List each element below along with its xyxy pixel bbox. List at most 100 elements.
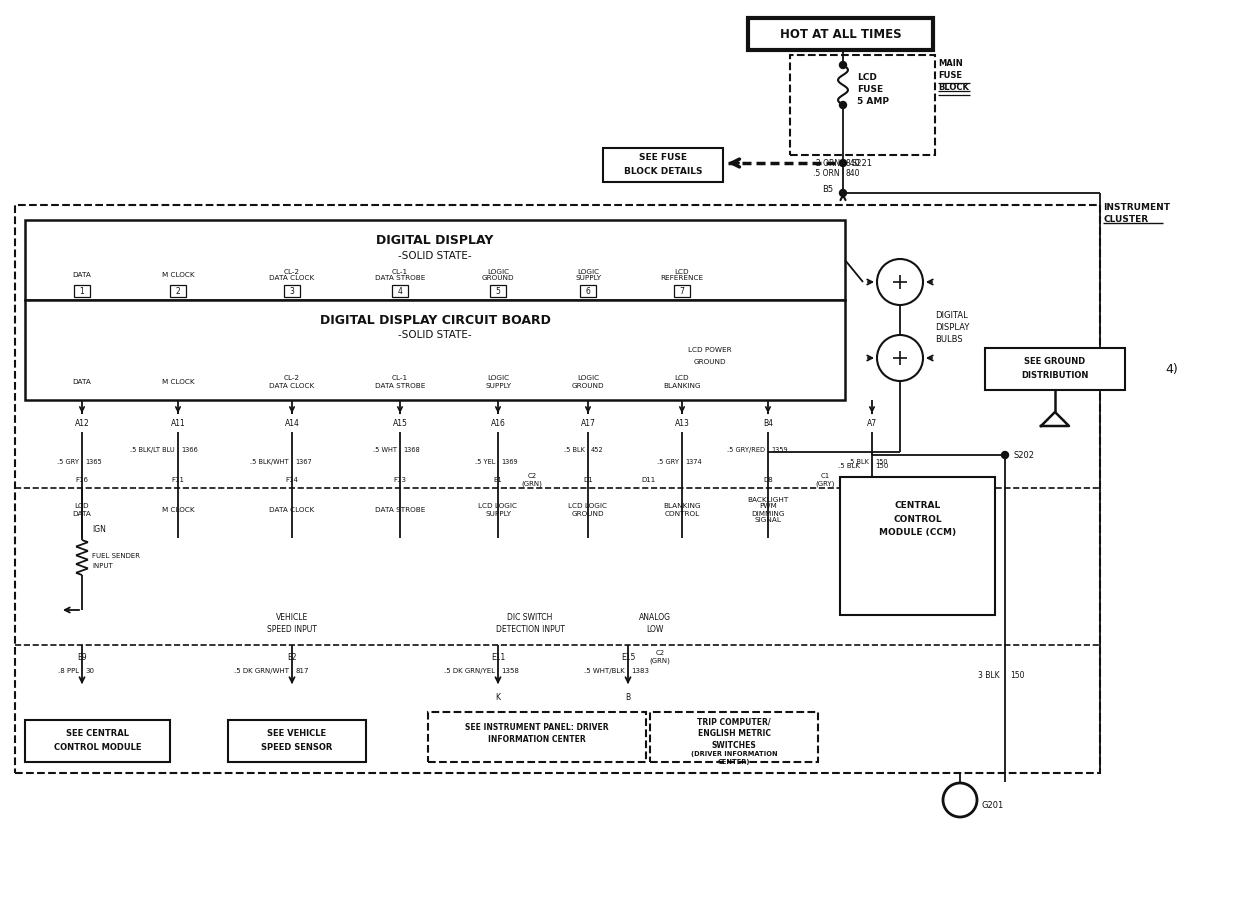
Text: 3: 3 (290, 286, 295, 295)
Text: 4: 4 (398, 286, 403, 295)
Circle shape (839, 102, 846, 109)
Text: G201: G201 (982, 800, 1004, 809)
Text: VEHICLE: VEHICLE (276, 614, 308, 623)
Text: D11: D11 (641, 477, 655, 483)
Circle shape (1002, 452, 1008, 458)
Text: F14: F14 (286, 477, 298, 483)
Text: 1: 1 (79, 286, 84, 295)
Text: LCD
REFERENCE: LCD REFERENCE (661, 268, 703, 282)
Text: 840: 840 (846, 158, 860, 167)
Text: LOW: LOW (646, 626, 663, 634)
Text: LCD LOGIC
GROUND: LCD LOGIC GROUND (568, 503, 607, 517)
Text: FUSE: FUSE (856, 85, 883, 94)
Bar (283, 285, 300, 297)
Text: A15: A15 (393, 419, 408, 428)
Text: 1374: 1374 (685, 459, 702, 465)
Text: F11: F11 (172, 477, 184, 483)
Text: 150: 150 (1009, 670, 1025, 680)
Text: TRIP COMPUTER/: TRIP COMPUTER/ (697, 717, 771, 726)
Text: SEE FUSE: SEE FUSE (640, 154, 687, 163)
Text: FUEL SENDER: FUEL SENDER (92, 553, 140, 559)
Text: F13: F13 (394, 477, 406, 483)
Bar (25, 220, 845, 300)
Bar (25, 720, 171, 762)
Text: SEE INSTRUMENT PANEL: DRIVER: SEE INSTRUMENT PANEL: DRIVER (465, 723, 608, 732)
Text: 5: 5 (495, 286, 500, 295)
Text: DATA STROBE: DATA STROBE (375, 507, 425, 513)
Text: 840: 840 (846, 168, 860, 177)
Text: A12: A12 (75, 419, 89, 428)
Text: A13: A13 (675, 419, 690, 428)
Text: M CLOCK: M CLOCK (162, 379, 194, 385)
Text: INSTRUMENT: INSTRUMENT (1104, 203, 1170, 212)
Text: 2: 2 (176, 286, 181, 295)
Text: 150: 150 (875, 459, 888, 465)
Text: .5 DK GRN/YEL: .5 DK GRN/YEL (444, 668, 495, 674)
Text: .5 GRY/RED: .5 GRY/RED (727, 447, 765, 453)
Text: SWITCHES: SWITCHES (711, 741, 756, 750)
Text: ANALOG: ANALOG (640, 614, 671, 623)
Text: BLOCK DETAILS: BLOCK DETAILS (623, 166, 702, 176)
Text: CL-1
DATA STROBE: CL-1 DATA STROBE (375, 268, 425, 282)
Bar (650, 712, 818, 762)
Text: 2 ORN: 2 ORN (816, 158, 840, 167)
Text: DISTRIBUTION: DISTRIBUTION (1021, 372, 1088, 381)
Bar (840, 477, 994, 615)
Text: IGN: IGN (92, 526, 105, 535)
Text: DIGITAL DISPLAY: DIGITAL DISPLAY (376, 233, 494, 247)
Text: B4: B4 (762, 419, 772, 428)
Text: LOGIC
SUPPLY: LOGIC SUPPLY (576, 268, 601, 282)
Text: LCD POWER: LCD POWER (688, 347, 732, 353)
Text: LCD
BLANKING: LCD BLANKING (663, 375, 701, 389)
Bar (984, 348, 1125, 390)
Text: -SOLID STATE-: -SOLID STATE- (399, 330, 472, 340)
Text: B: B (626, 692, 631, 701)
Text: .5 WHT: .5 WHT (372, 447, 398, 453)
Text: CONTROL MODULE: CONTROL MODULE (54, 743, 142, 752)
Text: C2
(GRN): C2 (GRN) (522, 473, 543, 487)
Text: CL-1
DATA STROBE: CL-1 DATA STROBE (375, 375, 425, 389)
Text: A11: A11 (171, 419, 186, 428)
Text: 1368: 1368 (403, 447, 420, 453)
Text: DIGITAL DISPLAY CIRCUIT BOARD: DIGITAL DISPLAY CIRCUIT BOARD (320, 313, 551, 327)
Text: .5 GRY: .5 GRY (657, 459, 678, 465)
Text: E9: E9 (78, 652, 87, 662)
Text: .5 BLK: .5 BLK (838, 463, 860, 469)
Text: .5 BLK: .5 BLK (848, 459, 869, 465)
Text: -SOLID STATE-: -SOLID STATE- (399, 251, 472, 261)
Text: .5 BLK: .5 BLK (564, 447, 586, 453)
Text: DETECTION INPUT: DETECTION INPUT (495, 626, 564, 634)
Text: HOT AT ALL TIMES: HOT AT ALL TIMES (780, 29, 902, 41)
Text: BLANKING
CONTROL: BLANKING CONTROL (663, 503, 701, 517)
Text: 4): 4) (1165, 363, 1178, 375)
Text: 5 AMP: 5 AMP (856, 96, 889, 105)
Text: 1367: 1367 (295, 459, 312, 465)
Text: E2: E2 (287, 652, 297, 662)
Text: D8: D8 (764, 477, 772, 483)
Text: 7: 7 (680, 286, 685, 295)
Text: INFORMATION CENTER: INFORMATION CENTER (488, 735, 586, 744)
Text: A14: A14 (285, 419, 300, 428)
Text: BULBS: BULBS (935, 335, 963, 344)
Text: 6: 6 (586, 286, 591, 295)
Text: .8 PPL: .8 PPL (58, 668, 79, 674)
Bar (581, 285, 596, 297)
Text: DATA: DATA (73, 379, 92, 385)
Text: A16: A16 (490, 419, 505, 428)
Bar (15, 205, 1100, 773)
Text: 1366: 1366 (181, 447, 198, 453)
Text: LOGIC
SUPPLY: LOGIC SUPPLY (485, 375, 510, 389)
Text: BLOCK: BLOCK (938, 83, 969, 92)
Circle shape (839, 61, 846, 68)
Text: DATA CLOCK: DATA CLOCK (270, 507, 315, 513)
Text: SEE VEHICLE: SEE VEHICLE (267, 730, 326, 739)
Text: 1358: 1358 (502, 668, 519, 674)
Text: DATA: DATA (73, 272, 92, 278)
Text: .5 YEL: .5 YEL (474, 459, 495, 465)
Text: C2
(GRN): C2 (GRN) (650, 650, 671, 664)
Text: E15: E15 (621, 652, 636, 662)
Text: CL-2
DATA CLOCK: CL-2 DATA CLOCK (270, 375, 315, 389)
Text: LCD LOGIC
SUPPLY: LCD LOGIC SUPPLY (479, 503, 518, 517)
Bar (790, 55, 935, 155)
Bar (393, 285, 408, 297)
